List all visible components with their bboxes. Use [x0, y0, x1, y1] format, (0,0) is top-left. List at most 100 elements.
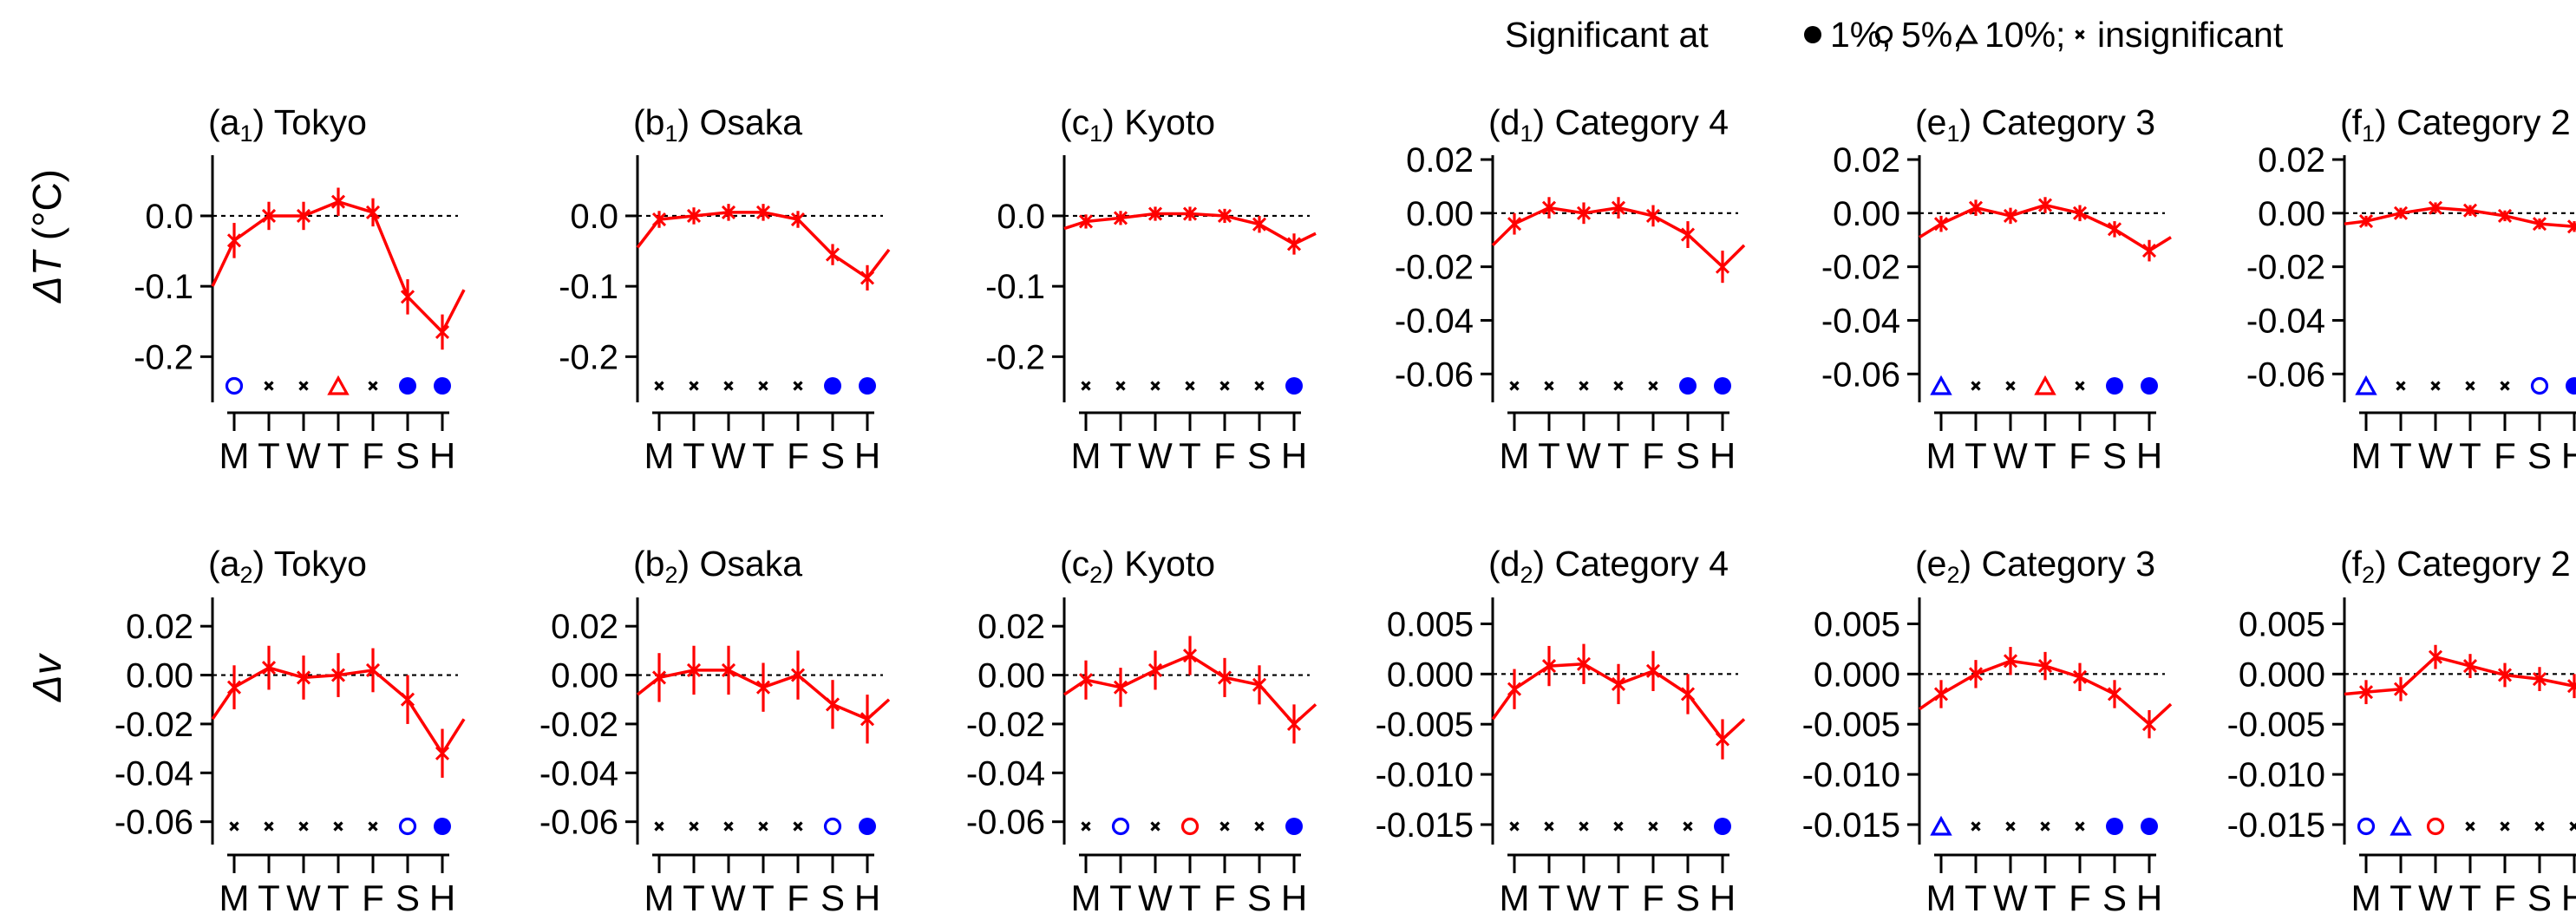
significance-marker-c1-5 [1254, 381, 1265, 391]
significance-marker-d1-0 [1509, 381, 1520, 391]
data-point-d2-3 [1611, 676, 1626, 691]
significance-marker-e2-3 [2040, 821, 2050, 832]
panel-title-e2: (e2) Category 3 [1915, 544, 2155, 588]
data-point-b2-3 [755, 680, 771, 695]
x-tick-label-c1-3: T [1179, 435, 1201, 476]
panel-title-d1: (d1) Category 4 [1488, 102, 1729, 147]
y-tick-label-a1-2: -0.2 [134, 338, 193, 376]
data-point-d1-1 [1541, 200, 1557, 215]
x-tick-label-f1-1: T [2390, 435, 2412, 476]
significance-marker-b2-2 [723, 821, 734, 832]
panel-e1: (e1) Category 30.020.00-0.02-0.04-0.06M T… [1821, 102, 2172, 476]
y-tick-label-e1-2: -0.02 [1821, 249, 1900, 287]
y-tick-label-e2-0: 0.005 [1814, 605, 1900, 643]
y-tick-label-e2-3: -0.010 [1802, 756, 1900, 794]
y-tick-label-b1-0: 0.0 [570, 198, 618, 236]
significance-marker-b1-1 [689, 381, 699, 391]
significance-marker-d1-6 [1714, 377, 1731, 395]
significance-marker-d2-6 [1714, 818, 1731, 835]
y-tick-label-c2-2: -0.02 [966, 706, 1045, 744]
x-tick-label-a2-1: T [258, 878, 280, 918]
data-point-e2-4 [2072, 669, 2088, 684]
data-point-f2-2 [2428, 649, 2443, 664]
data-point-f1-6 [2566, 219, 2576, 234]
y-tick-label-d2-3: -0.010 [1376, 756, 1474, 794]
y-tick-label-c2-4: -0.06 [966, 804, 1045, 842]
x-tick-label-e2-4: F [2069, 878, 2091, 918]
panel-f1: (f1) Category 20.020.00-0.02-0.04-0.06M T… [2246, 102, 2576, 476]
x-tick-label-b2-4: F [787, 878, 809, 918]
significance-marker-b2-5 [823, 817, 842, 836]
y-tick-label-e1-3: -0.04 [1821, 302, 1900, 340]
significance-marker-f1-4 [2500, 381, 2510, 391]
row-label-top-text: ΔT (°C) [24, 169, 69, 303]
series-line-a1 [211, 199, 466, 334]
x-tick-label-b2-1: T [683, 878, 705, 918]
significance-marker-a1-0 [225, 376, 244, 395]
x-tick-label-c1-1: T [1109, 435, 1132, 476]
significance-marker-c1-4 [1219, 381, 1230, 391]
significance-marker-a2-1 [264, 821, 274, 832]
data-point-e2-6 [2141, 717, 2157, 732]
panel-title-c2: (c2) Kyoto [1060, 544, 1215, 588]
y-tick-label-f1-4: -0.06 [2246, 356, 2325, 394]
significance-marker-b1-4 [793, 381, 803, 391]
x-tick-label-f1-3: T [2459, 435, 2481, 476]
x-tick-label-b2-6: H [854, 878, 880, 918]
data-point-b1-4 [790, 212, 806, 227]
y-tick-label-a1-0: 0.0 [145, 198, 193, 236]
legend-open-marker [1874, 25, 1893, 44]
data-point-e2-3 [2037, 659, 2053, 674]
x-tick-label-a1-5: S [396, 435, 420, 476]
data-point-c1-5 [1252, 217, 1267, 232]
x-tick-label-d1-3: T [1607, 435, 1630, 476]
y-tick-label-b2-2: -0.02 [539, 706, 618, 744]
panel-title-a1: (a1) Tokyo [208, 102, 367, 147]
data-point-f1-4 [2497, 208, 2513, 223]
data-point-a2-0 [226, 680, 242, 695]
data-point-e1-5 [2107, 222, 2122, 237]
significance-marker-d2-5 [1683, 821, 1693, 832]
data-point-e1-0 [1933, 217, 1949, 232]
data-point-c1-0 [1078, 214, 1094, 229]
x-tick-label-c1-4: F [1213, 435, 1236, 476]
y-tick-label-c1-1: -0.1 [985, 268, 1045, 306]
significance-marker-f2-1 [2390, 815, 2412, 836]
significance-marker-e2-5 [2106, 818, 2123, 835]
data-point-f1-0 [2358, 214, 2374, 229]
significance-marker-d1-5 [1679, 377, 1697, 395]
data-point-d2-5 [1680, 687, 1696, 701]
x-tick-label-b2-3: T [752, 878, 775, 918]
significance-marker-a1-5 [399, 377, 416, 395]
significance-marker-b1-2 [723, 381, 734, 391]
data-point-f2-5 [2532, 672, 2547, 687]
x-tick-label-c1-2: W [1138, 435, 1173, 476]
row-label-top-delta: ΔT [24, 249, 69, 303]
x-tick-label-e1-6: H [2136, 435, 2162, 476]
x-tick-label-c2-2: W [1138, 878, 1173, 918]
y-tick-label-a2-4: -0.06 [114, 804, 193, 842]
y-tick-label-c2-1: 0.00 [977, 657, 1045, 695]
significance-marker-c2-0 [1081, 821, 1091, 832]
panel-d2: (d2) Category 4 0.005 0.000 -0.005 -0.010 -0.… [1376, 544, 1746, 918]
y-tick-label-b1-2: -0.2 [559, 338, 618, 376]
x-tick-label-f1-6: H [2561, 435, 2576, 476]
legend-triangle-marker [1956, 23, 1978, 44]
significance-marker-f1-1 [2396, 381, 2406, 391]
data-point-f2-4 [2497, 668, 2513, 682]
x-tick-label-c2-3: T [1179, 878, 1201, 918]
significance-marker-b2-4 [793, 821, 803, 832]
significance-marker-e2-6 [2141, 818, 2158, 835]
x-tick-label-d2-1: T [1538, 878, 1560, 918]
significance-marker-e2-1 [1971, 821, 1981, 832]
legend-item-open: 5%, [1874, 15, 1963, 55]
x-tick-label-e1-1: T [1965, 435, 1987, 476]
x-tick-label-a1-2: W [286, 435, 321, 476]
data-point-e1-3 [2037, 198, 2053, 212]
y-tick-label-d1-3: -0.04 [1395, 302, 1474, 340]
data-point-d2-4 [1645, 663, 1661, 678]
x-tick-label-a2-0: M [219, 878, 250, 918]
x-tick-label-e2-0: M [1926, 878, 1957, 918]
